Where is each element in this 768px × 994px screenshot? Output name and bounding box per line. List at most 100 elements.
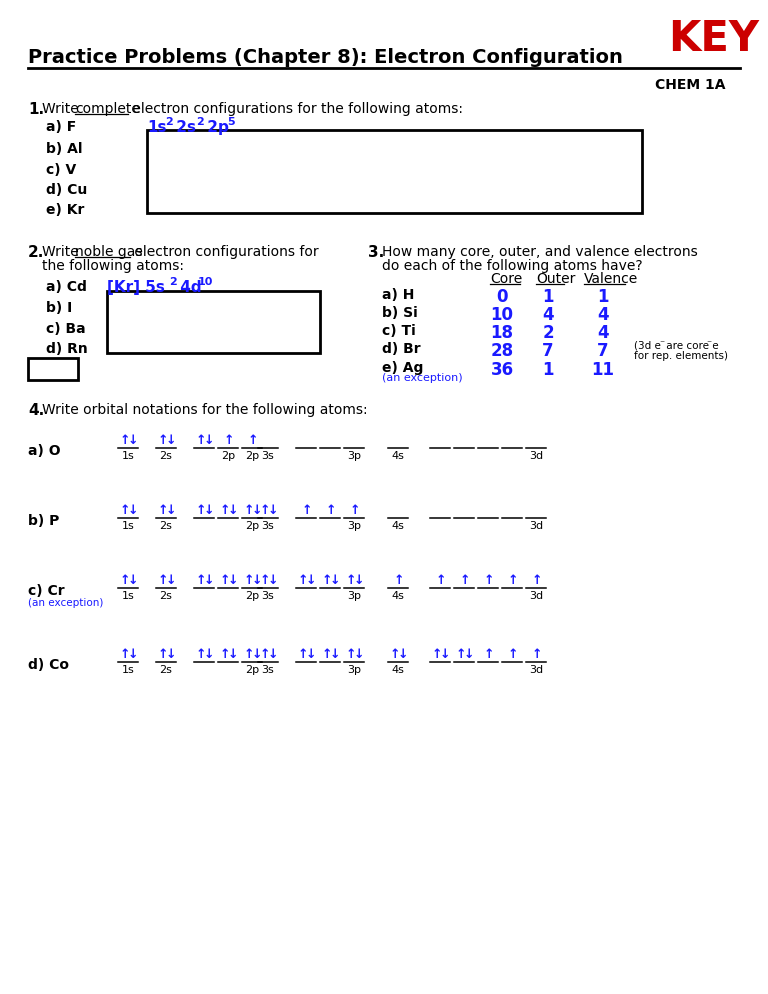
Text: ↑: ↑ [322,648,333,661]
Text: ↓: ↓ [306,574,316,587]
Text: ↓: ↓ [464,648,475,661]
Text: 2s: 2s [160,521,173,531]
Text: 1: 1 [542,288,554,306]
Text: 2: 2 [169,277,177,287]
Text: ↓: ↓ [252,648,263,661]
Text: noble gas: noble gas [75,245,143,259]
Text: ↑: ↑ [260,574,270,587]
Text: ↓: ↓ [354,574,365,587]
Text: ↑: ↑ [432,648,442,661]
Text: ↑: ↑ [224,434,234,447]
Text: ↑: ↑ [120,434,131,447]
Text: 1s: 1s [121,451,134,461]
Text: 2: 2 [196,117,204,127]
Text: a) O: a) O [28,444,61,458]
Text: 3s: 3s [262,591,274,601]
Text: ↑: ↑ [220,504,230,517]
Text: for rep. elements): for rep. elements) [634,351,728,361]
Text: ↑: ↑ [298,574,309,587]
Text: c) Ti: c) Ti [382,324,415,338]
Text: 1.: 1. [28,102,44,117]
Text: ↑: ↑ [158,434,168,447]
Text: 18: 18 [491,324,514,342]
Text: 3s: 3s [262,521,274,531]
Text: a) Cd: a) Cd [46,280,87,294]
Text: 11: 11 [591,361,614,379]
Text: c) V: c) V [46,163,76,177]
Text: CHEM 1A: CHEM 1A [655,78,726,92]
Bar [28,358,78,380]
Text: ↓: ↓ [166,574,177,587]
Text: ↑: ↑ [220,574,230,587]
Text: 3.: 3. [368,245,384,260]
Text: ↑: ↑ [394,574,405,587]
Text: 28: 28 [491,342,514,360]
Text: ↑: ↑ [220,648,230,661]
Text: c) Ba: c) Ba [46,322,85,336]
Text: Write: Write [42,102,83,116]
Text: 2: 2 [542,324,554,342]
Text: 1: 1 [542,361,554,379]
Text: Valence: Valence [584,272,638,286]
Text: KEY: KEY [668,18,759,60]
Text: ⁻: ⁻ [659,339,664,349]
Text: ↑: ↑ [532,648,542,661]
Text: 7: 7 [598,342,609,360]
Text: electron configurations for: electron configurations for [130,245,319,259]
Text: 4: 4 [598,324,609,342]
Text: ↓: ↓ [252,504,263,517]
Text: 4d: 4d [175,280,202,295]
Text: 3p: 3p [347,591,361,601]
Text: b) Al: b) Al [46,142,82,156]
Text: ↓: ↓ [166,504,177,517]
Text: b) Si: b) Si [382,306,418,320]
Text: Outer: Outer [536,272,575,286]
Text: 10: 10 [198,277,214,287]
Text: 2p: 2p [245,451,259,461]
Text: ↑: ↑ [484,574,495,587]
Text: ↑: ↑ [350,504,360,517]
Text: ↑: ↑ [244,504,254,517]
Text: 3d: 3d [529,665,543,675]
Text: b) I: b) I [46,301,72,315]
Text: ↑: ↑ [158,648,168,661]
Text: ↓: ↓ [268,574,279,587]
Text: ↑: ↑ [196,434,207,447]
Text: ↓: ↓ [166,648,177,661]
Text: 1s: 1s [121,591,134,601]
Text: 1: 1 [598,288,609,306]
Text: 2: 2 [165,117,173,127]
Text: b) P: b) P [28,514,59,528]
Text: ↑: ↑ [460,574,471,587]
Text: ↑: ↑ [326,504,336,517]
Text: 36: 36 [491,361,514,379]
Text: ↑: ↑ [484,648,495,661]
Text: 2p: 2p [245,521,259,531]
Text: ↑: ↑ [244,648,254,661]
Text: ↑: ↑ [390,648,400,661]
Text: ↓: ↓ [228,574,239,587]
Text: 10: 10 [491,306,514,324]
Text: ↓: ↓ [228,648,239,661]
Text: ↑: ↑ [120,574,131,587]
Text: 2s: 2s [160,451,173,461]
Text: ↓: ↓ [128,434,138,447]
Text: d) Br: d) Br [382,342,421,356]
Text: ↓: ↓ [354,648,365,661]
Text: ↑: ↑ [120,648,131,661]
Text: e) Kr: e) Kr [46,203,84,217]
Text: 2p: 2p [202,120,229,135]
Text: ↑: ↑ [346,574,356,587]
Text: ↑: ↑ [260,648,270,661]
Text: 2p: 2p [221,451,235,461]
Text: 2p: 2p [245,591,259,601]
Text: 4.: 4. [28,403,45,418]
Text: 3d: 3d [529,591,543,601]
Text: 4s: 4s [392,591,405,601]
Text: ↓: ↓ [330,574,340,587]
Text: do each of the following atoms have?: do each of the following atoms have? [382,259,643,273]
Text: 4s: 4s [392,521,405,531]
Text: ↓: ↓ [204,648,214,661]
Text: 2.: 2. [28,245,45,260]
Text: ↑: ↑ [244,574,254,587]
